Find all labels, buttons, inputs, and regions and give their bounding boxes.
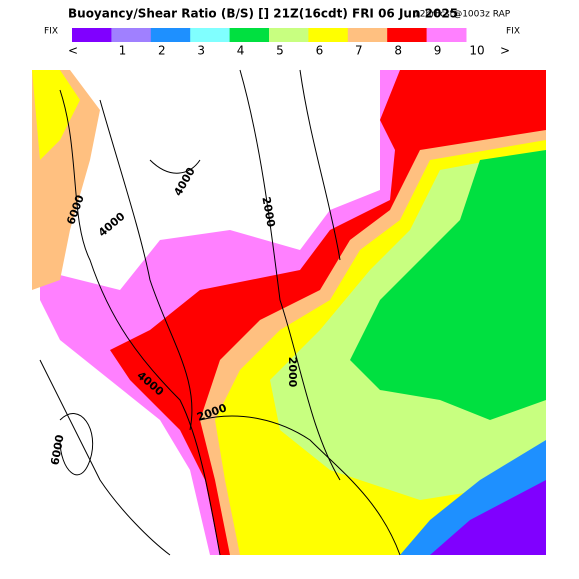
legend-label: 5 xyxy=(276,44,284,58)
legend-label: 4 xyxy=(237,44,245,58)
contour-label: 6000 xyxy=(48,433,66,466)
legend-more: > xyxy=(500,44,510,58)
legend-swatch xyxy=(229,28,270,42)
contour xyxy=(199,415,401,556)
title: Buoyancy/Shear Ratio (B/S) [] 21Z(16cdt)… xyxy=(68,7,458,21)
legend-swatch xyxy=(308,28,349,42)
legend-label: 7 xyxy=(355,44,363,58)
legend-label: 8 xyxy=(394,44,402,58)
contour xyxy=(59,89,221,556)
legend-swatch xyxy=(111,28,152,42)
legend-label: 6 xyxy=(316,44,324,58)
region-nw-yellow xyxy=(32,70,80,160)
legend-swatch xyxy=(426,28,467,42)
contour-label: 2000 xyxy=(286,357,299,388)
region-purple xyxy=(430,480,546,555)
contour xyxy=(299,69,341,261)
contour-label: 2000 xyxy=(259,196,277,229)
run-info: 12hrFcst@1003z RAP xyxy=(414,10,511,20)
region-green xyxy=(350,150,546,420)
legend-label: 10 xyxy=(469,44,484,58)
legend-swatch xyxy=(150,28,191,42)
legend-label: 2 xyxy=(158,44,166,58)
legend-fix-right: FIX xyxy=(506,27,520,37)
legend-swatch xyxy=(269,28,309,42)
contour xyxy=(149,159,201,174)
legend-fix-left: FIX xyxy=(44,27,58,37)
legend: 1 2 3 4 5 6 7 8 9 10 xyxy=(72,28,485,58)
legend-swatch xyxy=(347,28,388,42)
legend-swatch xyxy=(387,28,428,42)
contour xyxy=(59,413,94,476)
legend-less: < xyxy=(68,44,78,58)
legend-label: 9 xyxy=(434,44,442,58)
legend-swatch xyxy=(72,28,112,42)
contour xyxy=(39,359,171,556)
legend-label: 1 xyxy=(119,44,127,58)
contour xyxy=(239,69,341,481)
legend-swatch xyxy=(190,28,231,42)
legend-label: 3 xyxy=(197,44,205,58)
contour xyxy=(99,99,193,431)
